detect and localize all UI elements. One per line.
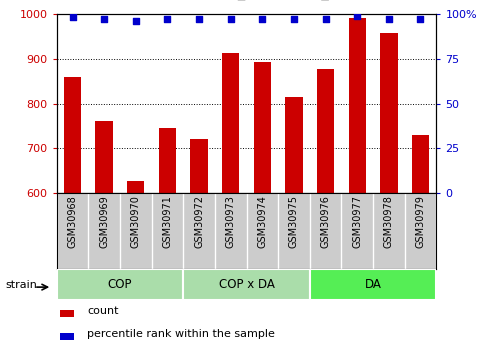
Text: GSM30973: GSM30973 [226,196,236,248]
Bar [310,269,436,300]
Point [227,17,235,22]
Text: GSM30968: GSM30968 [68,196,77,248]
Point [100,17,108,22]
Point [385,17,393,22]
Point [417,17,424,22]
Bar [57,269,183,300]
Point [132,18,140,24]
Bar [380,33,397,193]
Bar [127,181,144,193]
Text: GSM30979: GSM30979 [416,196,425,248]
Text: GSM30974: GSM30974 [257,196,267,248]
Point [69,14,76,20]
Bar [317,69,334,193]
Text: GSM30975: GSM30975 [289,196,299,248]
Bar [64,78,81,193]
Text: GSM30978: GSM30978 [384,196,394,248]
Point [164,17,172,22]
Bar [285,97,303,193]
Bar [61,333,74,339]
Text: COP: COP [107,278,132,291]
Point [353,13,361,18]
Text: GSM30971: GSM30971 [162,196,173,248]
Text: percentile rank within the sample: percentile rank within the sample [87,329,275,339]
Text: GSM30969: GSM30969 [99,196,109,248]
Bar [253,62,271,193]
Point [290,17,298,22]
Text: GSM30970: GSM30970 [131,196,141,248]
Bar [222,53,240,193]
Text: count: count [87,306,118,316]
Bar [412,135,429,193]
Bar [96,121,113,193]
Text: GSM30977: GSM30977 [352,196,362,248]
Point [195,17,203,22]
Text: GSM30972: GSM30972 [194,196,204,248]
Point [258,17,266,22]
Bar [183,269,310,300]
Text: COP x DA: COP x DA [218,278,275,291]
Text: DA: DA [365,278,382,291]
Text: strain: strain [5,280,37,289]
Bar [349,18,366,193]
Bar [159,128,176,193]
Point [321,17,329,22]
Bar [190,139,208,193]
Text: GSM30976: GSM30976 [320,196,331,248]
Bar [61,310,74,317]
